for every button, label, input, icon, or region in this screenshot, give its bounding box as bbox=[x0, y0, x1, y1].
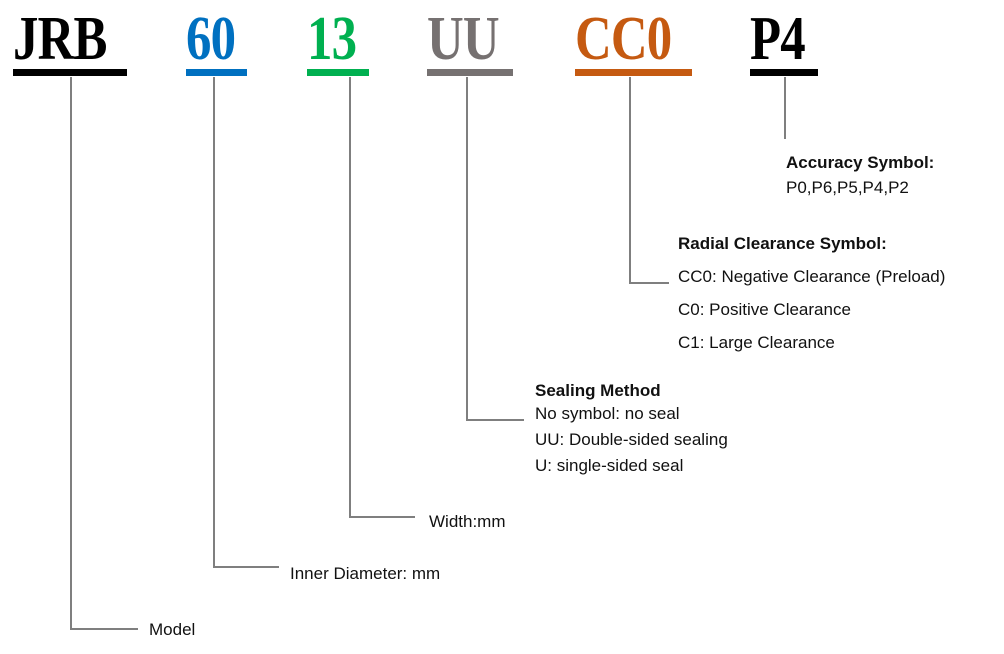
underline-sealing bbox=[427, 69, 513, 76]
underline-accuracy bbox=[750, 69, 818, 76]
underline-model bbox=[13, 69, 127, 76]
clearance-title: Radial Clearance Symbol: bbox=[678, 234, 887, 253]
underline-clearance bbox=[575, 69, 692, 76]
sealing-item: U: single-sided seal bbox=[535, 456, 684, 475]
sealing-item: No symbol: no seal bbox=[535, 404, 680, 423]
underline-width bbox=[307, 69, 369, 76]
code-accuracy: P4 bbox=[750, 5, 806, 73]
code-sealing: UU bbox=[427, 5, 500, 73]
clearance-block: Radial Clearance Symbol: CC0: Negative C… bbox=[678, 227, 945, 359]
code-width: 13 bbox=[307, 5, 357, 73]
sealing-item: UU: Double-sided sealing bbox=[535, 430, 728, 449]
accuracy-item: P0,P6,P5,P4,P2 bbox=[786, 178, 909, 197]
clearance-item: C0: Positive Clearance bbox=[678, 300, 851, 319]
sealing-block: Sealing Method No symbol: no seal UU: Do… bbox=[535, 378, 728, 479]
accuracy-title: Accuracy Symbol: bbox=[786, 153, 935, 172]
label-width: Width:mm bbox=[429, 512, 506, 531]
sealing-title: Sealing Method bbox=[535, 381, 661, 400]
code-inner-diameter: 60 bbox=[186, 5, 236, 73]
code-clearance: CC0 bbox=[575, 5, 672, 73]
label-inner-diameter: Inner Diameter: mm bbox=[290, 564, 441, 583]
accuracy-block: Accuracy Symbol: P0,P6,P5,P4,P2 bbox=[786, 150, 934, 200]
clearance-item: CC0: Negative Clearance (Preload) bbox=[678, 267, 946, 286]
underline-inner-diameter bbox=[186, 69, 247, 76]
code-model: JRB bbox=[13, 5, 107, 73]
clearance-item: C1: Large Clearance bbox=[678, 333, 835, 352]
label-model: Model bbox=[149, 620, 196, 639]
